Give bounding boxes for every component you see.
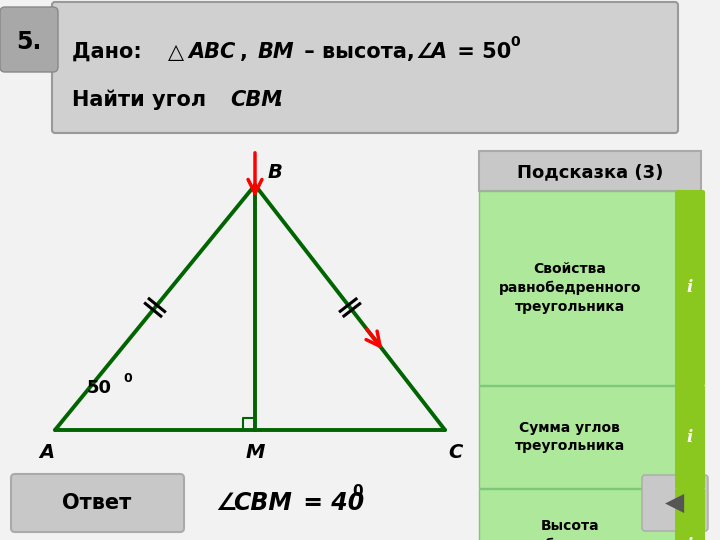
- Text: Найти угол: Найти угол: [72, 90, 213, 110]
- Text: CBM: CBM: [230, 90, 282, 110]
- Text: ◀: ◀: [665, 491, 685, 515]
- FancyBboxPatch shape: [675, 385, 705, 489]
- Text: △: △: [168, 42, 192, 62]
- Text: Свойства
равнобедренного
треугольника: Свойства равнобедренного треугольника: [498, 262, 641, 314]
- Text: Подсказка (3): Подсказка (3): [517, 163, 663, 181]
- Text: = 50: = 50: [450, 42, 511, 62]
- Text: C: C: [448, 442, 462, 462]
- Text: = 40: = 40: [295, 491, 364, 515]
- Text: Ответ: Ответ: [63, 493, 132, 513]
- FancyBboxPatch shape: [479, 191, 676, 385]
- FancyBboxPatch shape: [11, 474, 184, 532]
- FancyBboxPatch shape: [479, 489, 676, 540]
- Text: 0: 0: [352, 484, 363, 500]
- Text: i: i: [687, 537, 693, 540]
- Text: A: A: [40, 442, 55, 462]
- FancyBboxPatch shape: [675, 488, 705, 540]
- Text: CBM: CBM: [233, 491, 292, 515]
- Text: i: i: [687, 280, 693, 296]
- Text: Дано:: Дано:: [72, 42, 149, 62]
- FancyBboxPatch shape: [52, 2, 678, 133]
- Text: M: M: [246, 442, 265, 462]
- Text: Высота
равнобедренного
треугольника: Высота равнобедренного треугольника: [498, 519, 641, 540]
- Text: ABC: ABC: [188, 42, 235, 62]
- Text: A: A: [430, 42, 446, 62]
- FancyBboxPatch shape: [479, 386, 676, 488]
- Text: 5.: 5.: [17, 30, 42, 54]
- Text: i: i: [687, 429, 693, 446]
- Text: BM: BM: [258, 42, 294, 62]
- Text: ∠: ∠: [415, 42, 433, 62]
- Text: – высота,: – высота,: [297, 42, 422, 62]
- Text: 50: 50: [87, 379, 112, 397]
- Text: ,: ,: [240, 42, 262, 62]
- Text: B: B: [268, 164, 282, 183]
- FancyBboxPatch shape: [642, 475, 708, 531]
- Text: Сумма углов
треугольника: Сумма углов треугольника: [515, 421, 625, 453]
- Text: 0: 0: [123, 372, 132, 384]
- Text: ∠: ∠: [215, 491, 236, 515]
- Text: .: .: [275, 90, 283, 110]
- FancyBboxPatch shape: [0, 7, 58, 72]
- FancyBboxPatch shape: [675, 190, 705, 386]
- FancyBboxPatch shape: [479, 151, 701, 191]
- Text: 0: 0: [510, 35, 520, 49]
